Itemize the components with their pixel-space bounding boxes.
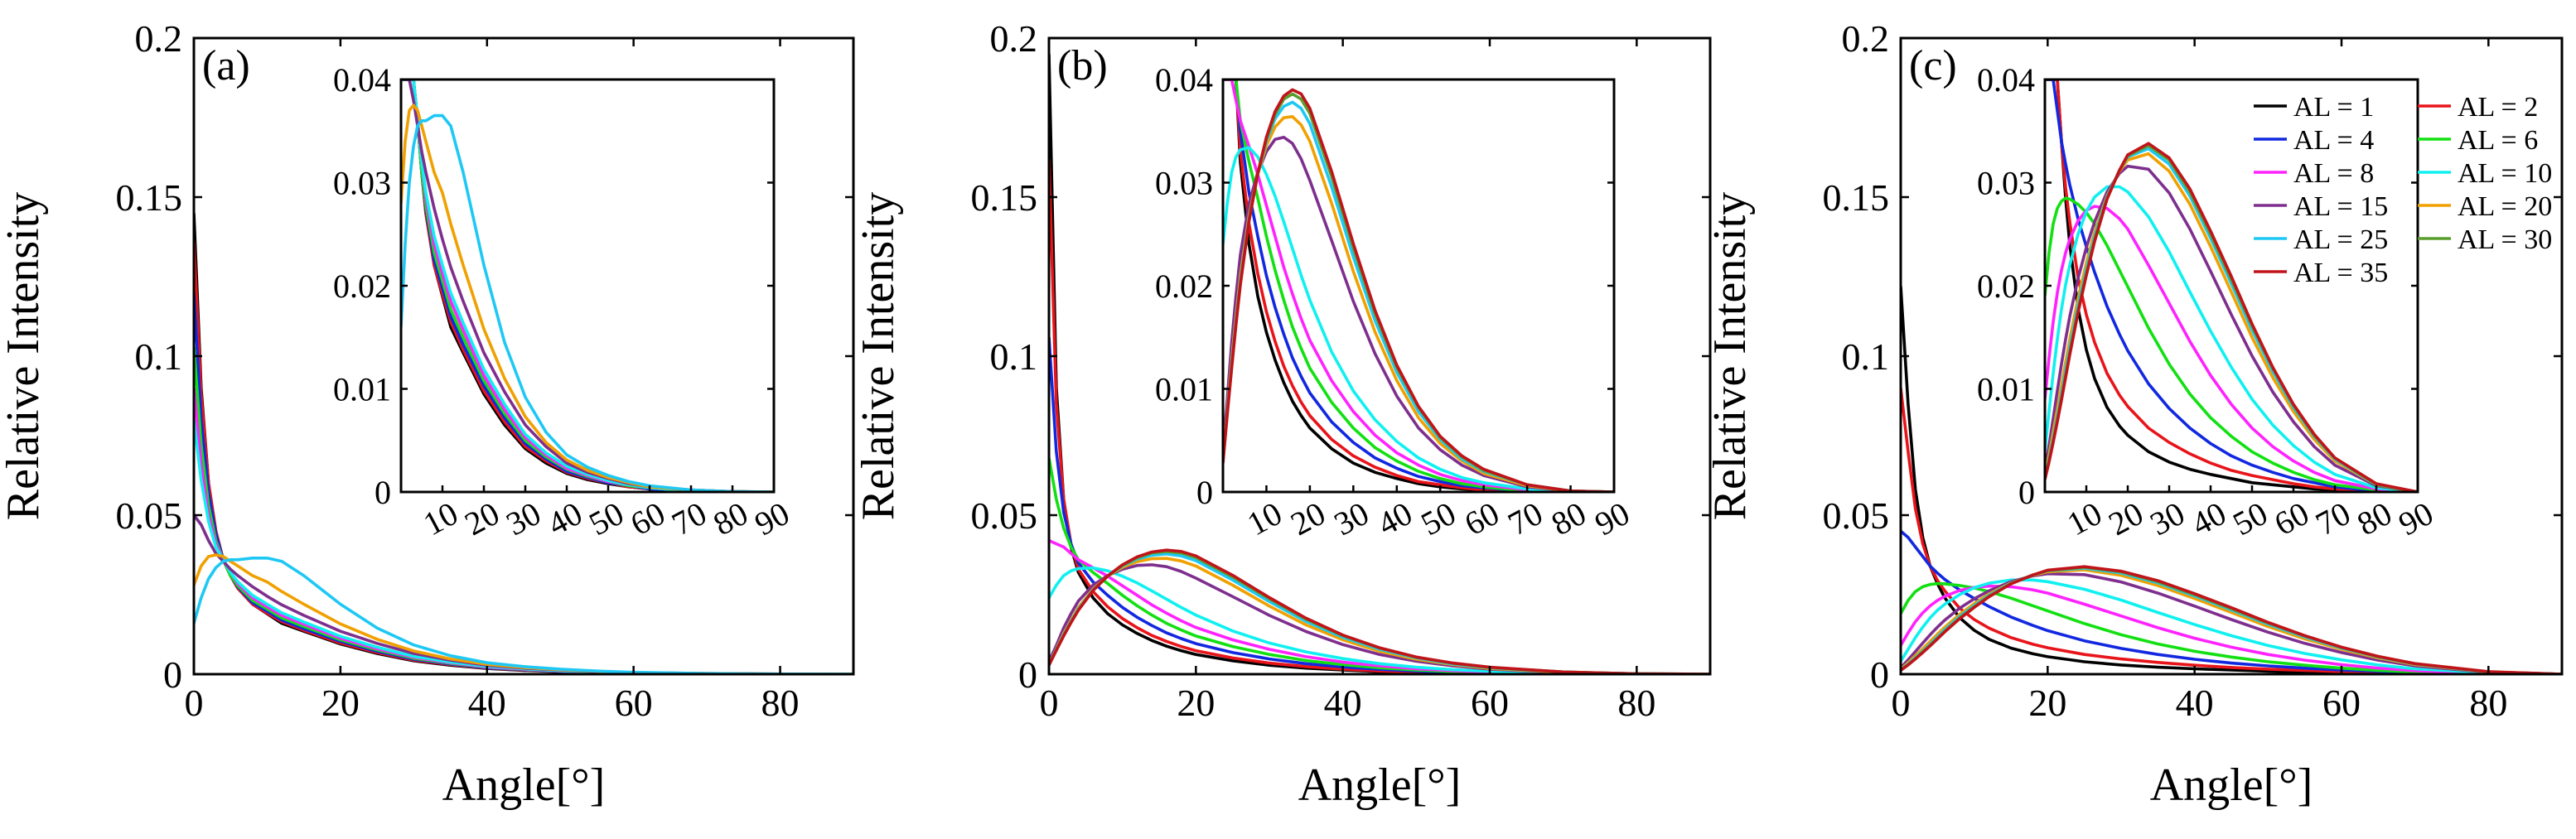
y-tick-label: 0 — [1018, 653, 1037, 696]
x-tick-label: 0 — [1040, 682, 1059, 724]
inset-y-tick-label: 0.02 — [1155, 268, 1213, 305]
legend-label: AL = 30 — [2458, 224, 2552, 255]
series-line-al10 — [1049, 566, 1710, 674]
x-axis-label: Angle[°] — [1298, 759, 1462, 811]
series-line-al10 — [1901, 578, 2562, 674]
inset-series-group — [1223, 80, 1614, 492]
inset-series-line-al25 — [401, 113, 774, 492]
legend-label: AL = 8 — [2293, 158, 2374, 189]
panel-label: (a) — [202, 42, 250, 89]
inset-y-tick-label: 0.02 — [1977, 268, 2035, 305]
y-tick-label: 0.1 — [135, 335, 183, 378]
y-tick-label: 0.15 — [116, 176, 183, 219]
legend-label: AL = 35 — [2293, 258, 2388, 288]
y-axis-label: Relative Intensity — [1704, 192, 1756, 521]
x-tick-label: 20 — [2028, 682, 2066, 724]
x-tick-label: 20 — [321, 682, 360, 724]
inset-series-line-al4 — [2045, 80, 2418, 492]
inset-y-tick-label: 0.03 — [1155, 165, 1213, 202]
y-axis-label: Relative Intensity — [0, 192, 49, 521]
inset-y-tick-label: 0.01 — [333, 371, 391, 408]
x-tick-label: 80 — [2469, 682, 2507, 724]
x-tick-label: 0 — [1892, 682, 1911, 724]
series-line-al15 — [1901, 571, 2562, 674]
legend-label: AL = 1 — [2293, 92, 2374, 123]
x-tick-label: 60 — [1471, 682, 1509, 724]
x-tick-label: 40 — [468, 682, 506, 724]
panel-label: (b) — [1057, 42, 1108, 89]
legend-label: AL = 25 — [2293, 224, 2388, 255]
x-tick-label: 80 — [1617, 682, 1655, 724]
inset-y-tick-label: 0.01 — [1155, 371, 1213, 408]
legend-label: AL = 4 — [2293, 125, 2374, 156]
legend-label: AL = 2 — [2458, 92, 2538, 123]
inset-y-tick-label: 0.02 — [333, 268, 391, 305]
panel-label: (c) — [1909, 42, 1957, 89]
inset-series-line-al8 — [1223, 80, 1614, 492]
inset-series-line-al6 — [2045, 196, 2418, 492]
inset-series-group — [401, 80, 774, 492]
inset-series-line-al2 — [1223, 80, 1614, 492]
y-tick-label: 0 — [1870, 653, 1889, 696]
x-axis-label: Angle[°] — [2150, 759, 2313, 811]
y-tick-label: 0.05 — [1823, 494, 1890, 537]
panel-b: 0 20 40 60 80 0 0.05 0.1 0.15 0.2 Angle[°] Relative… — [853, 17, 1712, 811]
x-tick-label: 80 — [761, 682, 800, 724]
y-tick-label: 0.1 — [1842, 335, 1890, 378]
panel-a: 0 20 40 60 80 0 0.05 0.1 0.15 0.2 Angle[°] Relative… — [0, 17, 855, 811]
inset-series-line-al10 — [2045, 185, 2418, 492]
y-tick-label: 0.05 — [971, 494, 1038, 537]
series-line-al25 — [194, 557, 853, 674]
series-line-al35 — [1049, 548, 1710, 674]
inset-series-line-al8 — [2045, 205, 2418, 492]
inset-series-line-al10 — [1223, 146, 1614, 492]
inset-y-tick-label: 0 — [2018, 474, 2035, 511]
panel-c: 0 20 40 60 80 0 0.05 0.1 0.15 0.2 Angle[°] Relative… — [1704, 17, 2564, 811]
x-tick-label: 40 — [1324, 682, 1362, 724]
legend-label: AL = 6 — [2458, 125, 2538, 156]
x-tick-label: 60 — [615, 682, 653, 724]
series-line-al8 — [1901, 584, 2562, 674]
inset-y-tick-label: 0.03 — [333, 165, 391, 202]
x-tick-label: 60 — [2322, 682, 2361, 724]
y-tick-label: 0 — [163, 653, 182, 696]
legend-label: AL = 15 — [2293, 191, 2388, 222]
inset-y-tick-label: 0.04 — [1155, 61, 1213, 99]
inset-y-tick-label: 0 — [1196, 474, 1213, 511]
y-tick-label: 0.05 — [116, 494, 183, 537]
inset-series-line-al35 — [2045, 142, 2418, 492]
x-axis-label: Angle[°] — [442, 759, 606, 811]
y-tick-label: 0.15 — [971, 176, 1038, 219]
inset-area — [1223, 80, 1614, 492]
y-tick-label: 0.2 — [990, 17, 1038, 60]
inset-y-tick-label: 0 — [375, 474, 391, 511]
inset-y-tick-label: 0.01 — [1977, 371, 2035, 408]
y-tick-label: 0.15 — [1823, 176, 1890, 219]
legend: AL = 1 AL = 2AL = 4 AL = 6AL = 8 AL = 10AL … — [2254, 92, 2552, 288]
inset-series-line-al35 — [1223, 88, 1614, 492]
inset-y-tick-label: 0.03 — [1977, 165, 2035, 202]
y-tick-label: 0.2 — [1842, 17, 1890, 60]
legend-label: AL = 20 — [2458, 191, 2552, 222]
inset-y-tick-label: 0.04 — [333, 61, 391, 99]
x-tick-label: 0 — [185, 682, 204, 724]
y-tick-label: 0.2 — [135, 17, 183, 60]
legend-label: AL = 10 — [2458, 158, 2552, 189]
y-axis-label: Relative Intensity — [853, 192, 904, 521]
y-tick-label: 0.1 — [990, 335, 1038, 378]
main-series-group — [194, 213, 853, 674]
series-line-al35 — [1901, 565, 2562, 674]
x-tick-label: 20 — [1177, 682, 1215, 724]
x-tick-label: 40 — [2176, 682, 2214, 724]
inset-series-line-al15 — [1223, 135, 1614, 492]
inset-y-tick-label: 0.04 — [1977, 61, 2035, 99]
inset-area — [401, 80, 774, 492]
inset-series-line-al15 — [2045, 164, 2418, 492]
